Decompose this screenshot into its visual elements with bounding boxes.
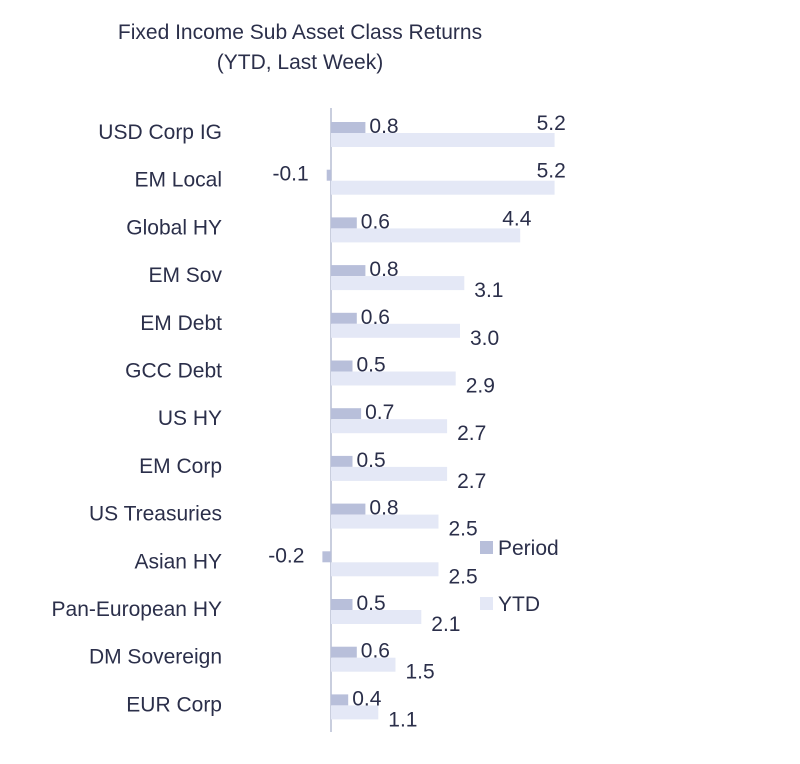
ytd-data-label: 2.5 xyxy=(449,518,478,541)
ytd-bar xyxy=(331,657,396,672)
ytd-bar xyxy=(331,514,439,529)
period-data-label: 0.5 xyxy=(357,354,386,377)
category-label: USD Corp IG xyxy=(98,121,222,144)
period-data-label: 0.8 xyxy=(369,258,398,281)
period-bar xyxy=(331,646,357,658)
category-label: Pan-European HY xyxy=(52,598,222,621)
ytd-bar xyxy=(331,180,555,195)
period-data-label: 0.8 xyxy=(369,497,398,520)
period-data-label: 0.6 xyxy=(361,306,390,329)
category-label: US HY xyxy=(158,407,222,430)
ytd-data-label: 5.2 xyxy=(537,160,566,183)
period-bar xyxy=(331,694,349,706)
period-data-label: -0.2 xyxy=(268,544,304,567)
period-data-label: 0.7 xyxy=(365,401,394,424)
ytd-data-label: 3.0 xyxy=(470,327,499,350)
ytd-data-label: 2.5 xyxy=(449,565,478,588)
legend-label-ytd: YTD xyxy=(498,593,540,616)
chart-title-line2: (YTD, Last Week) xyxy=(216,51,384,74)
category-label: Asian HY xyxy=(134,550,222,573)
period-data-label: 0.5 xyxy=(357,592,386,615)
ytd-data-label: 2.7 xyxy=(457,422,486,445)
category-label: EM Sov xyxy=(148,264,222,287)
category-label: US Treasuries xyxy=(89,503,222,526)
period-bar xyxy=(331,408,362,420)
ytd-data-label: 1.1 xyxy=(388,708,417,731)
chart-title-line1: Fixed Income Sub Asset Class Returns xyxy=(117,21,483,44)
ytd-bar xyxy=(331,705,379,720)
period-data-label: 0.4 xyxy=(352,687,382,710)
ytd-bar xyxy=(331,276,465,291)
ytd-bar xyxy=(331,323,460,338)
category-label: EM Debt xyxy=(140,312,222,335)
period-bar xyxy=(331,360,353,372)
period-data-label: -0.1 xyxy=(273,163,309,186)
period-data-label: 0.6 xyxy=(361,210,390,233)
ytd-bar xyxy=(331,371,456,386)
period-bar xyxy=(331,265,366,277)
period-bar xyxy=(326,169,331,181)
ytd-bar xyxy=(331,562,439,577)
period-bar xyxy=(331,312,357,324)
period-bar xyxy=(331,217,357,229)
ytd-data-label: 2.9 xyxy=(466,375,495,398)
chart-title: Fixed Income Sub Asset Class Returns (YT… xyxy=(0,18,600,78)
ytd-data-label: 4.4 xyxy=(502,207,532,230)
period-bar xyxy=(331,599,353,610)
period-data-label: 0.5 xyxy=(357,449,386,472)
ytd-bar xyxy=(331,228,521,243)
ytd-bar xyxy=(331,133,555,147)
category-label: EM Corp xyxy=(139,455,222,478)
period-data-label: 0.6 xyxy=(361,640,390,663)
category-label: DM Sovereign xyxy=(89,646,222,669)
legend-swatch-ytd xyxy=(480,597,493,610)
category-label: GCC Debt xyxy=(125,360,222,383)
period-bar xyxy=(331,455,353,467)
ytd-data-label: 3.1 xyxy=(474,279,503,302)
ytd-data-label: 2.1 xyxy=(431,613,460,636)
category-label: EM Local xyxy=(134,169,222,192)
legend-swatch-period xyxy=(480,541,493,554)
ytd-bar xyxy=(331,419,448,434)
ytd-bar xyxy=(331,610,422,624)
period-bar xyxy=(322,551,331,563)
category-label: EUR Corp xyxy=(126,693,222,716)
ytd-data-label: 2.7 xyxy=(457,470,486,493)
ytd-data-label: 5.2 xyxy=(537,112,566,135)
legend-label-period: Period xyxy=(498,537,559,560)
category-label: Global HY xyxy=(126,216,222,239)
ytd-bar xyxy=(331,466,448,481)
period-data-label: 0.8 xyxy=(369,115,398,138)
period-bar xyxy=(331,122,366,133)
ytd-data-label: 1.5 xyxy=(406,661,435,684)
period-bar xyxy=(331,503,366,515)
